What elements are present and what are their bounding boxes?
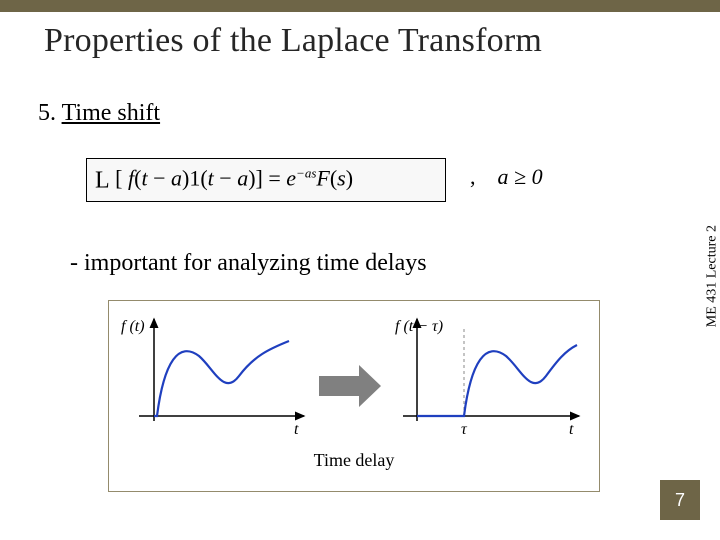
comma: , xyxy=(470,164,476,189)
sym-a2: a xyxy=(237,166,248,191)
equals: = xyxy=(263,166,286,191)
sym-one: 1 xyxy=(189,166,200,191)
bracket-open: [ xyxy=(115,166,122,191)
minus: − xyxy=(148,166,171,191)
left-plot-label: f (t) xyxy=(121,318,145,335)
sym-s: s xyxy=(337,166,346,191)
sym-exp: −as xyxy=(296,165,316,180)
sym-a: a xyxy=(171,166,182,191)
sym-F: F xyxy=(316,166,329,191)
sidebar-course-label: ME 431 Lecture 2 xyxy=(704,225,720,327)
formula-condition: , a ≥ 0 xyxy=(470,164,543,190)
paren: ) xyxy=(346,166,353,191)
left-axis-t: t xyxy=(294,421,299,438)
section-subtitle: 5. Time shift xyxy=(38,100,160,127)
tau-label: τ xyxy=(461,421,468,438)
cond-a-ge-0: a ≥ 0 xyxy=(498,164,543,189)
diagram-caption: Time delay xyxy=(314,450,395,470)
formula-box: L [ f(t − a)1(t − a)] = e−asF(s) xyxy=(86,158,446,202)
laplace-symbol: L xyxy=(95,168,110,195)
paren: ) xyxy=(248,166,255,191)
minus2: − xyxy=(214,166,237,191)
page-title: Properties of the Laplace Transform xyxy=(44,22,542,60)
page-number: 7 xyxy=(660,480,700,520)
subtitle-text: Time shift xyxy=(62,100,160,126)
formula-expression: L [ f(t − a)1(t − a)] = e−asF(s) xyxy=(95,165,353,194)
time-delay-arrow-icon xyxy=(319,365,381,407)
bullet-note: - important for analyzing time delays xyxy=(70,250,427,277)
right-plot-label: f (t − τ) xyxy=(395,318,443,335)
sym-e: e xyxy=(286,166,296,191)
accent-top-bar xyxy=(0,0,720,12)
time-delay-diagram: f (t) t f (t − τ) t τ Time delay xyxy=(108,300,600,492)
subtitle-number: 5. xyxy=(38,100,56,126)
bracket-close: ] xyxy=(256,166,263,191)
right-axis-t: t xyxy=(569,421,574,438)
paren: ( xyxy=(200,166,207,191)
